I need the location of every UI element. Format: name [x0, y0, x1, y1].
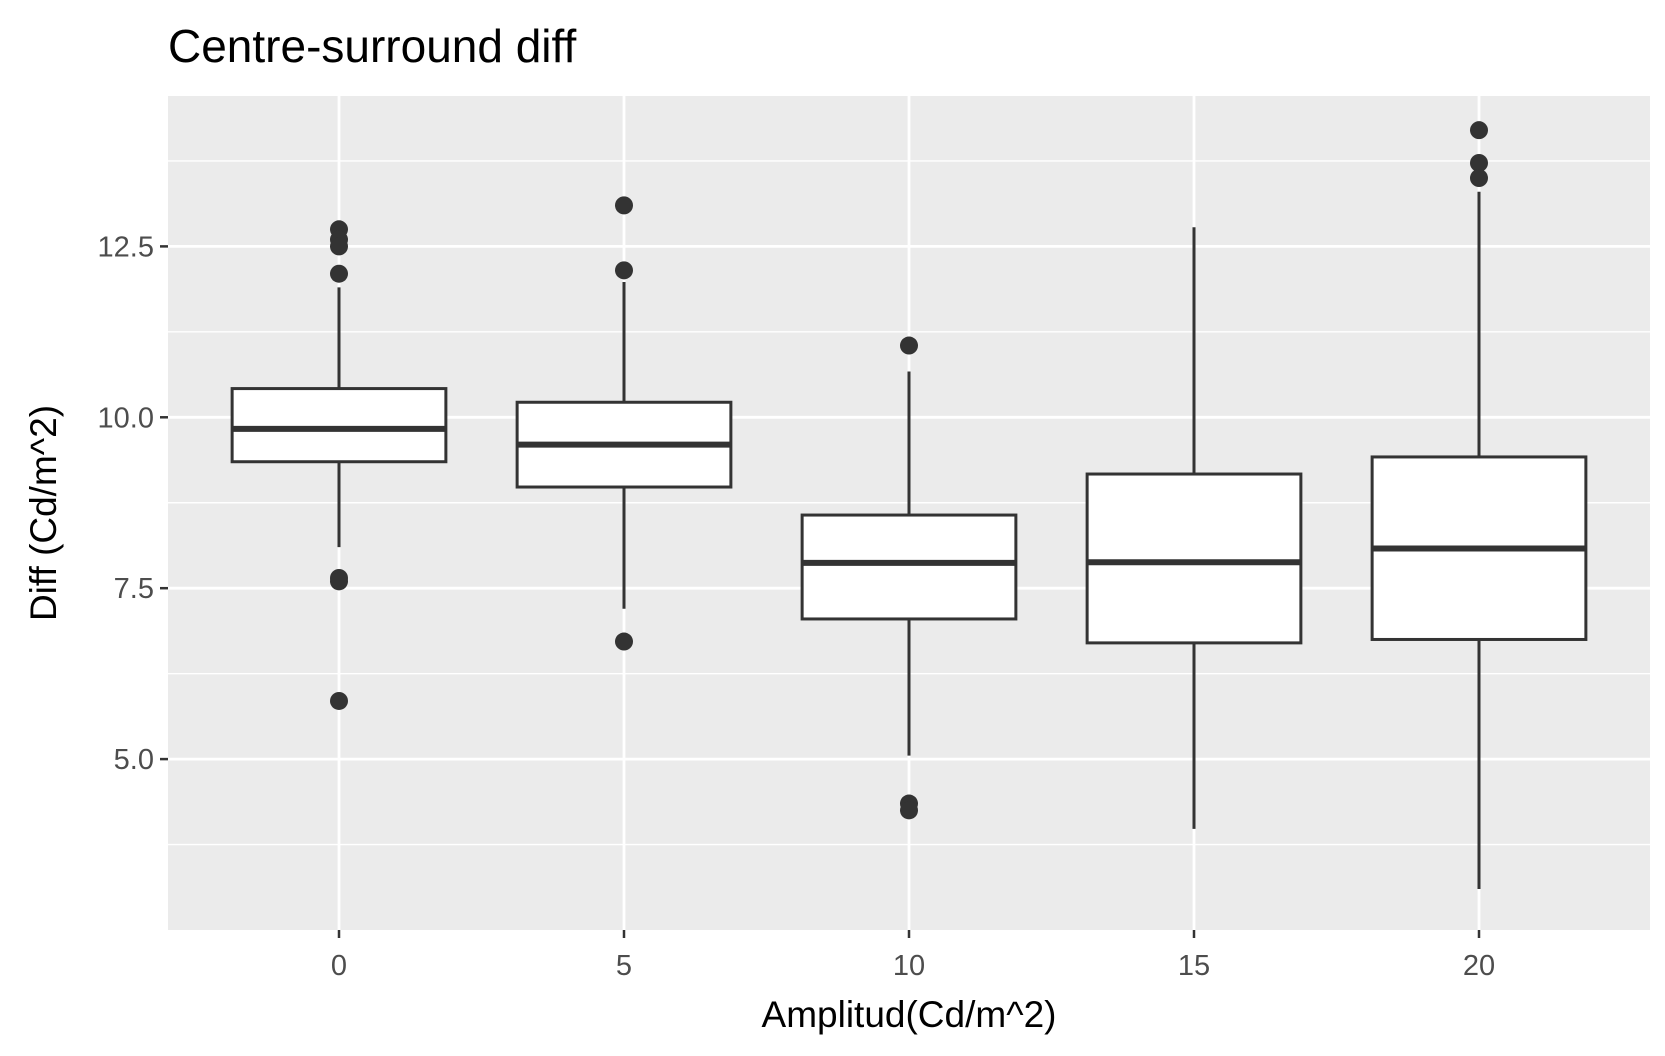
outlier-point	[1470, 169, 1488, 188]
box-group	[1370, 121, 1588, 889]
outlier-point	[330, 572, 348, 591]
box-group	[515, 196, 733, 651]
box-iqr	[230, 387, 448, 464]
box-iqr	[800, 513, 1018, 621]
outlier-point	[330, 691, 348, 710]
x-tick-label: 15	[1178, 950, 1210, 982]
y-tick-label: 7.5	[114, 573, 154, 605]
x-tick-label: 5	[616, 950, 632, 982]
outlier-point	[1470, 153, 1488, 172]
x-tick-label: 0	[331, 950, 347, 982]
y-tick-label: 10.0	[98, 402, 154, 434]
outlier-point	[1470, 121, 1488, 140]
x-tick-label: 10	[893, 950, 925, 982]
y-axis-title: Diff (Cd/m^2)	[23, 405, 64, 621]
outlier-point	[615, 261, 633, 280]
outlier-point	[900, 336, 918, 355]
y-tick-label: 5.0	[114, 744, 154, 776]
outlier-point	[330, 237, 348, 256]
y-tick-label: 12.5	[98, 231, 154, 263]
x-axis-title: Amplitud(Cd/m^2)	[762, 994, 1057, 1035]
box-group	[1085, 227, 1303, 829]
box-group	[230, 220, 448, 710]
outlier-point	[615, 632, 633, 651]
x-tick-label: 20	[1463, 950, 1495, 982]
boxes	[230, 121, 1588, 889]
outlier-point	[330, 264, 348, 283]
box-group	[800, 336, 1018, 820]
chart-title: Centre-surround diff	[168, 20, 576, 72]
x-axis: 0 5 10 15 20	[331, 930, 1495, 982]
y-axis: 5.0 7.5 10.0 12.5	[98, 231, 168, 776]
box-iqr	[1085, 472, 1303, 645]
outlier-point	[900, 801, 918, 820]
outlier-point	[615, 196, 633, 215]
